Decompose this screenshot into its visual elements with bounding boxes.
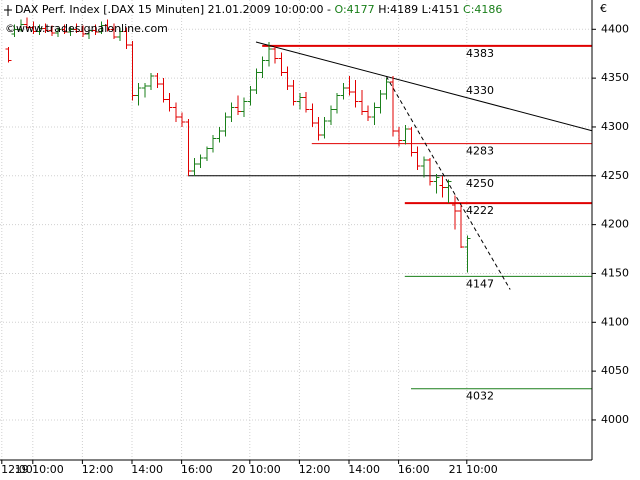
y-tick-label: 4200 bbox=[601, 218, 629, 231]
level-label: 4283 bbox=[466, 145, 494, 158]
y-tick-label: 4400 bbox=[601, 22, 629, 35]
currency: € bbox=[600, 2, 607, 15]
x-tick-label: 21 10:00 bbox=[449, 463, 498, 476]
copyright: ©www.tradesignalonline.com bbox=[5, 22, 168, 35]
level-label: 4250 bbox=[466, 177, 494, 190]
last-close: C:4186 bbox=[463, 3, 502, 16]
x-tick-label: 12:00 bbox=[1, 463, 33, 476]
x-tick-label: 14:00 bbox=[131, 463, 163, 476]
plot: 4383 4283 4250 4222 4147 4032 4330 bbox=[0, 0, 593, 460]
title: DAX Perf. Index [.DAX 15 Minuten] 21.01.… bbox=[15, 3, 331, 16]
x-tick-label: 20 10:00 bbox=[232, 463, 281, 476]
last-high: H:4189 bbox=[378, 3, 418, 16]
x-tick-label: 16:00 bbox=[398, 463, 430, 476]
level-label: 4032 bbox=[466, 390, 494, 403]
chart-title: DAX Perf. Index [.DAX 15 Minuten] 21.01.… bbox=[15, 3, 502, 16]
trendline-label: 4330 bbox=[466, 84, 494, 97]
x-tick-label: 16:00 bbox=[181, 463, 213, 476]
x-tick-label: 14:00 bbox=[348, 463, 380, 476]
y-tick-label: 4100 bbox=[601, 315, 629, 328]
trendline bbox=[255, 41, 593, 132]
x-tick-label: 19 10:00 bbox=[15, 463, 64, 476]
level-label: 4147 bbox=[466, 277, 494, 290]
header-icon bbox=[4, 5, 12, 16]
y-tick-label: 4350 bbox=[601, 71, 629, 84]
level-label: 4222 bbox=[466, 204, 494, 217]
y-tick-label: 4000 bbox=[601, 413, 629, 426]
x-tick-label: 12:00 bbox=[82, 463, 114, 476]
y-tick-label: 4150 bbox=[601, 266, 629, 279]
y-tick-label: 4250 bbox=[601, 169, 629, 182]
y-tick-label: 4300 bbox=[601, 120, 629, 133]
last-open: O:4177 bbox=[335, 3, 375, 16]
trendline bbox=[385, 75, 511, 290]
y-tick-label: 4050 bbox=[601, 364, 629, 377]
last-low: L:4151 bbox=[422, 3, 460, 16]
x-tick-label: 12:00 bbox=[299, 463, 331, 476]
level-label: 4383 bbox=[466, 47, 494, 60]
